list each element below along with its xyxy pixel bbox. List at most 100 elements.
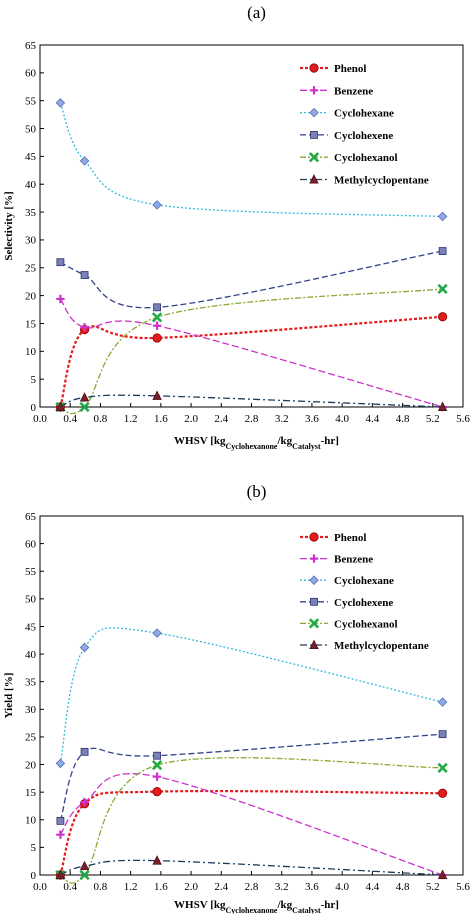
x-axis-title: WHSV [kgCyclohexanone/kgCatalyst-hr] bbox=[174, 899, 339, 914]
x-tick-label: 0.8 bbox=[94, 881, 108, 893]
data-point bbox=[438, 730, 447, 739]
x-tick-label: 3.2 bbox=[275, 413, 289, 425]
x-tick-label: 1.2 bbox=[124, 413, 138, 425]
legend-item-cyclohexanol: Cyclohexanol bbox=[300, 152, 398, 164]
x-tick-label: 4.8 bbox=[396, 881, 410, 893]
data-point bbox=[80, 797, 89, 807]
legend-marker bbox=[308, 618, 320, 629]
data-point bbox=[152, 787, 162, 797]
x-tick-label: 5.2 bbox=[426, 413, 440, 425]
y-tick-label: 50 bbox=[25, 123, 37, 135]
legend-item-benzene: Benzene bbox=[300, 85, 373, 97]
x-tick-label: 0.4 bbox=[63, 413, 77, 425]
legend-label: Benzene bbox=[334, 85, 373, 97]
legend-item-methylcyclopentane: Methylcyclopentane bbox=[300, 639, 429, 652]
legend-marker bbox=[310, 130, 318, 139]
data-point bbox=[438, 247, 447, 255]
x-tick-label: 0.0 bbox=[33, 413, 47, 425]
y-tick-label: 50 bbox=[25, 594, 37, 606]
series-phenol bbox=[55, 312, 448, 412]
legend-label: Methylcyclopentane bbox=[334, 175, 429, 187]
x-tick-label: 2.0 bbox=[184, 413, 198, 425]
legend-item-cyclohexane: Cyclohexane bbox=[300, 575, 394, 587]
y-tick-label: 15 bbox=[25, 787, 37, 799]
series-cyclohexene bbox=[56, 247, 447, 312]
x-tick-label: 3.6 bbox=[305, 413, 319, 425]
data-point bbox=[79, 401, 90, 413]
series-line bbox=[60, 394, 443, 408]
x-tick-label: 5.6 bbox=[456, 413, 470, 425]
legend-label: Phenol bbox=[334, 532, 366, 544]
data-point bbox=[55, 98, 66, 108]
series-line bbox=[60, 288, 443, 415]
data-point bbox=[79, 392, 90, 402]
x-tick-label: 4.4 bbox=[365, 881, 379, 893]
x-tick-label: 2.8 bbox=[245, 881, 259, 893]
series-benzene bbox=[56, 294, 447, 412]
data-point bbox=[152, 628, 162, 638]
x-tick-label: 4.0 bbox=[335, 413, 349, 425]
y-tick-label: 40 bbox=[25, 649, 37, 661]
data-point bbox=[55, 758, 66, 769]
data-point bbox=[80, 271, 89, 279]
legend-item-cyclohexene: Cyclohexene bbox=[300, 597, 393, 609]
data-point bbox=[56, 294, 65, 304]
y-tick-label: 55 bbox=[25, 95, 37, 107]
y-tick-label: 65 bbox=[25, 511, 37, 523]
series-line bbox=[59, 789, 443, 876]
y-tick-label: 10 bbox=[25, 815, 37, 827]
series-line bbox=[59, 773, 443, 876]
data-point bbox=[152, 855, 162, 865]
data-point bbox=[153, 751, 161, 760]
series-line bbox=[60, 250, 443, 309]
y-tick-label: 60 bbox=[25, 538, 37, 550]
plot-area-frame bbox=[39, 44, 464, 408]
data-point bbox=[79, 156, 90, 166]
series-line bbox=[59, 315, 443, 408]
panel-label: (a) bbox=[247, 3, 266, 22]
data-point bbox=[438, 788, 448, 798]
data-point bbox=[55, 401, 66, 411]
legend-label: Cyclohexene bbox=[334, 130, 393, 142]
x-tick-label: 4.0 bbox=[335, 881, 349, 893]
data-point bbox=[152, 390, 162, 400]
x-tick-label: 1.2 bbox=[124, 881, 138, 893]
legend-label: Phenol bbox=[334, 63, 366, 75]
legend-item-cyclohexanol: Cyclohexanol bbox=[300, 618, 398, 630]
series-line bbox=[59, 733, 443, 822]
y-tick-label: 15 bbox=[25, 318, 37, 330]
data-point bbox=[438, 312, 448, 322]
y-tick-label: 0 bbox=[31, 870, 37, 882]
y-tick-label: 30 bbox=[25, 235, 37, 247]
x-tick-label: 2.4 bbox=[214, 881, 228, 893]
legend-item-methylcyclopentane: Methylcyclopentane bbox=[300, 174, 429, 187]
y-axis-title: Selectivity [%] bbox=[3, 191, 15, 260]
legend-label: Benzene bbox=[334, 554, 373, 566]
legend-label: Cyclohexane bbox=[334, 575, 394, 587]
x-tick-label: 0.4 bbox=[63, 881, 77, 893]
legend-label: Cyclohexanol bbox=[334, 152, 398, 164]
series-line bbox=[60, 757, 443, 884]
series-cyclohexene bbox=[56, 730, 447, 825]
y-tick-label: 40 bbox=[25, 179, 37, 191]
y-tick-label: 25 bbox=[25, 732, 37, 744]
legend-marker bbox=[309, 174, 319, 184]
data-point bbox=[56, 816, 65, 825]
legend-marker bbox=[309, 532, 319, 542]
data-point bbox=[79, 642, 90, 653]
data-point bbox=[437, 401, 448, 411]
legend-item-phenol: Phenol bbox=[300, 63, 366, 75]
x-tick-label: 4.4 bbox=[365, 413, 379, 425]
x-tick-label: 5.6 bbox=[456, 881, 470, 893]
series-line bbox=[59, 627, 443, 764]
y-tick-label: 0 bbox=[31, 402, 37, 414]
series-line bbox=[60, 859, 443, 876]
data-point bbox=[437, 697, 448, 707]
legend-marker bbox=[309, 639, 319, 649]
x-tick-label: 2.8 bbox=[245, 413, 259, 425]
data-point bbox=[151, 759, 163, 771]
x-axis-title: WHSV [kgCyclohexanone/kgCatalyst-hr] bbox=[174, 435, 339, 451]
x-tick-label: 2.0 bbox=[184, 881, 198, 893]
y-tick-label: 20 bbox=[25, 290, 37, 302]
